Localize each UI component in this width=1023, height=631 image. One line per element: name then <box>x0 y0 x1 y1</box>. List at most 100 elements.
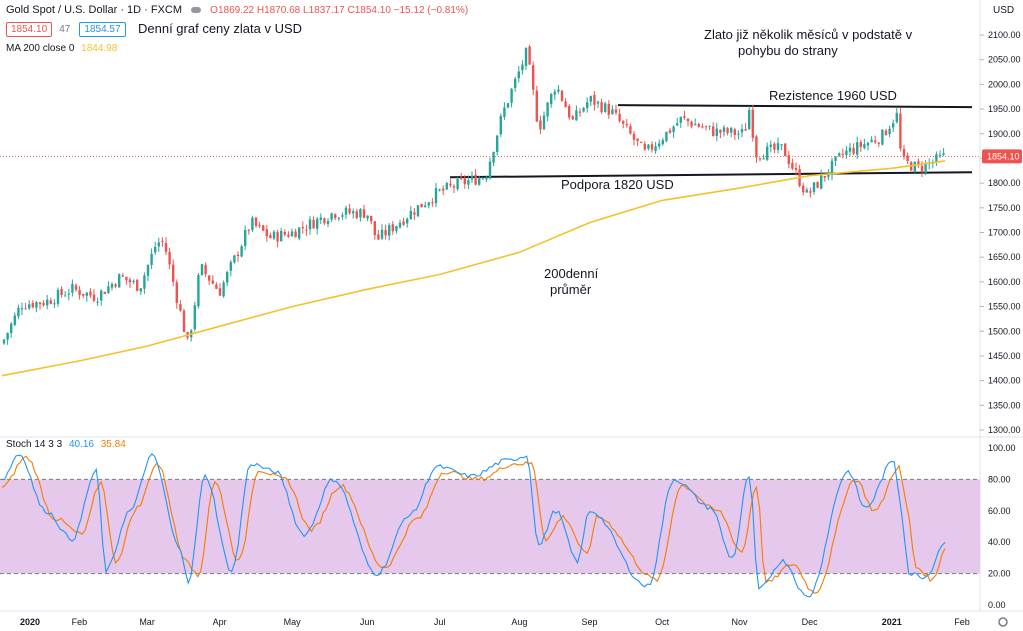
candle-body[interactable] <box>838 153 841 156</box>
candle-body[interactable] <box>478 178 481 185</box>
candle-body[interactable] <box>197 275 200 307</box>
candle-body[interactable] <box>514 78 517 88</box>
candle-body[interactable] <box>283 231 286 235</box>
candle-body[interactable] <box>82 293 85 296</box>
candle-body[interactable] <box>841 153 844 155</box>
support-line[interactable] <box>449 171 973 179</box>
candle-body[interactable] <box>463 178 466 185</box>
candle-body[interactable] <box>863 144 866 149</box>
candle-body[interactable] <box>715 128 718 136</box>
candle-body[interactable] <box>337 217 340 219</box>
candle-body[interactable] <box>366 215 369 219</box>
candle-body[interactable] <box>661 140 664 145</box>
candle-body[interactable] <box>301 227 304 229</box>
candle-body[interactable] <box>344 207 348 215</box>
candle-body[interactable] <box>740 129 744 133</box>
candle-body[interactable] <box>848 147 852 152</box>
candle-body[interactable] <box>128 279 132 283</box>
candle-body[interactable] <box>442 188 445 191</box>
candle-body[interactable] <box>913 161 916 172</box>
candle-body[interactable] <box>802 185 805 193</box>
candle-body[interactable] <box>751 109 754 138</box>
candle-body[interactable] <box>211 280 214 284</box>
candle-body[interactable] <box>157 242 160 247</box>
candle-body[interactable] <box>625 123 628 126</box>
candle-body[interactable] <box>262 225 265 231</box>
candle-body[interactable] <box>56 289 60 304</box>
candle-body[interactable] <box>834 156 837 161</box>
candle-body[interactable] <box>697 124 700 127</box>
candle-body[interactable] <box>737 133 740 135</box>
candle-body[interactable] <box>445 183 448 190</box>
candle-body[interactable] <box>827 173 830 177</box>
candle-body[interactable] <box>899 113 902 149</box>
candle-body[interactable] <box>258 224 261 226</box>
candle-body[interactable] <box>524 47 528 67</box>
candle-body[interactable] <box>168 252 171 265</box>
candle-body[interactable] <box>852 147 855 154</box>
candle-body[interactable] <box>287 234 290 237</box>
candle-body[interactable] <box>172 264 175 282</box>
candle-body[interactable] <box>438 189 441 191</box>
candle-body[interactable] <box>161 240 164 242</box>
candle-body[interactable] <box>319 217 322 220</box>
candle-body[interactable] <box>46 299 49 306</box>
candle-body[interactable] <box>236 254 240 257</box>
candle-body[interactable] <box>132 280 135 283</box>
candle-body[interactable] <box>640 142 643 144</box>
candle-body[interactable] <box>136 279 139 291</box>
candle-body[interactable] <box>424 205 427 208</box>
candle-body[interactable] <box>6 332 9 340</box>
ma200-line[interactable] <box>1 160 946 377</box>
candle-body[interactable] <box>776 143 780 150</box>
candle-body[interactable] <box>42 302 45 306</box>
candle-body[interactable] <box>67 293 70 295</box>
candle-body[interactable] <box>334 214 337 219</box>
candle-body[interactable] <box>290 231 294 237</box>
candle-body[interactable] <box>690 121 693 127</box>
candle-body[interactable] <box>632 133 636 140</box>
candle-body[interactable] <box>784 143 787 157</box>
candle-body[interactable] <box>272 231 276 239</box>
candle-body[interactable] <box>568 106 571 118</box>
candle-body[interactable] <box>244 230 247 246</box>
candle-body[interactable] <box>938 154 942 156</box>
candle-body[interactable] <box>330 213 333 220</box>
visibility-icon[interactable] <box>191 6 202 13</box>
candle-body[interactable] <box>409 210 412 220</box>
candle-body[interactable] <box>672 126 675 133</box>
candle-body[interactable] <box>305 229 308 231</box>
candle-body[interactable] <box>215 284 218 289</box>
candle-body[interactable] <box>618 113 621 121</box>
candle-body[interactable] <box>845 150 848 155</box>
candle-body[interactable] <box>229 262 232 271</box>
candle-body[interactable] <box>668 130 672 133</box>
candle-body[interactable] <box>74 285 78 290</box>
candle-body[interactable] <box>20 308 24 310</box>
candle-body[interactable] <box>431 202 434 204</box>
candle-body[interactable] <box>92 294 96 301</box>
candle-body[interactable] <box>758 158 762 160</box>
candle-body[interactable] <box>506 103 510 108</box>
candle-body[interactable] <box>348 208 351 214</box>
candle-body[interactable] <box>380 229 384 239</box>
candle-body[interactable] <box>218 288 222 296</box>
stoch-d-line[interactable] <box>1 455 946 594</box>
candle-body[interactable] <box>596 101 600 104</box>
candle-body[interactable] <box>629 125 632 134</box>
candle-body[interactable] <box>427 202 430 206</box>
candle-body[interactable] <box>733 129 736 135</box>
candle-body[interactable] <box>150 253 153 265</box>
candle-body[interactable] <box>892 123 895 128</box>
candle-body[interactable] <box>398 222 402 228</box>
candle-body[interactable] <box>28 304 31 309</box>
candle-body[interactable] <box>2 339 6 344</box>
candle-body[interactable] <box>10 323 13 334</box>
candle-body[interactable] <box>647 144 650 149</box>
candle-body[interactable] <box>607 104 610 115</box>
candle-body[interactable] <box>89 291 92 296</box>
candle-body[interactable] <box>391 224 394 232</box>
candle-body[interactable] <box>823 176 826 178</box>
candle-body[interactable] <box>600 102 603 113</box>
candle-body[interactable] <box>856 142 859 155</box>
